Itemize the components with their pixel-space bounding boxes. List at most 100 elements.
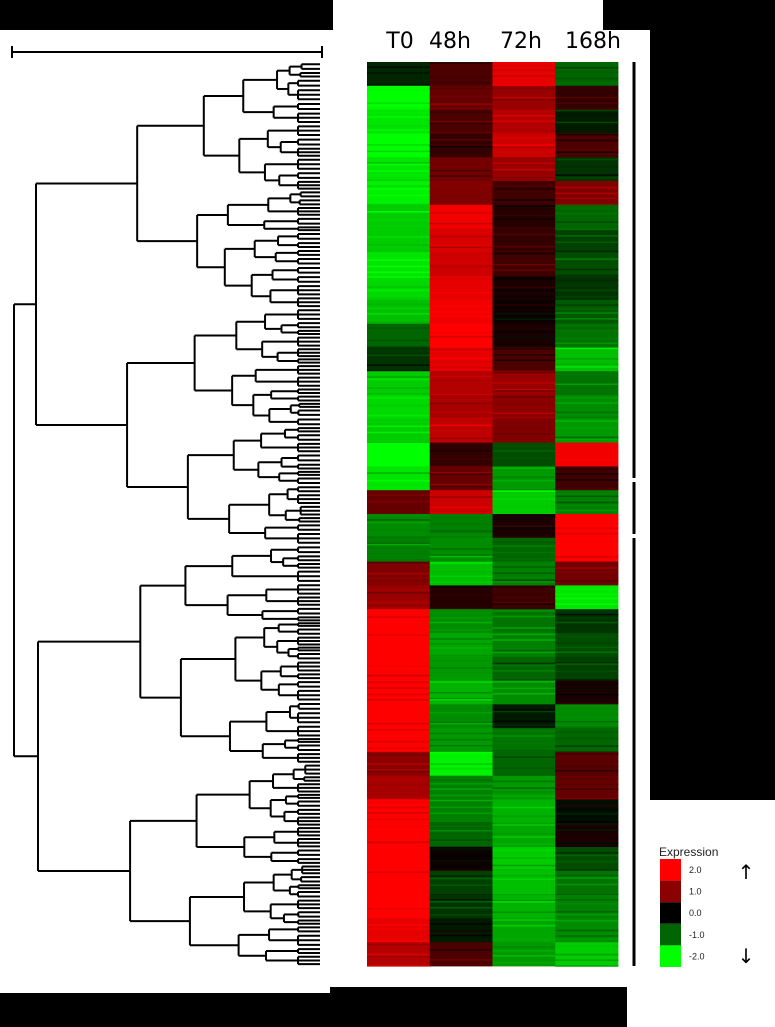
heatmap-stripe [492,312,556,315]
heatmap-stripe [492,75,556,77]
heatmap-stripe [492,195,556,198]
heatmap-stripe [492,123,556,126]
heatmap-stripe [429,144,493,147]
heatmap-stripe [492,724,556,726]
heatmap-cell [492,228,556,253]
heatmap-stripe [367,431,431,434]
heatmap-stripe [492,269,556,272]
heatmap-stripe [555,808,619,811]
heatmap-stripe [492,526,556,529]
heatmap-stripe [555,635,619,638]
heatmap-stripe [492,541,556,544]
heatmap-stripe [367,376,431,378]
heatmap-stripe [492,106,556,109]
heatmap-stripe [492,137,556,139]
heatmap-stripe [429,654,493,657]
heatmap-stripe [429,638,493,640]
heatmap-stripe [555,613,619,616]
heatmap-stripe [429,660,493,662]
heatmap-cell [555,680,619,705]
heatmap-stripe [367,721,431,723]
heatmap-stripe [429,427,493,429]
heatmap-cell [492,466,556,491]
heatmap-stripe [367,616,431,618]
heatmap-stripe [492,84,556,87]
heatmap-stripe [492,432,556,435]
heatmap-stripe [555,225,619,228]
heatmap-stripe [429,87,493,90]
heatmap-stripe [555,176,619,179]
heatmap-stripe [555,617,619,619]
heatmap-stripe [555,197,619,200]
heatmap-stripe [429,763,493,765]
heatmap-stripe [367,249,431,252]
heatmap-stripe [367,649,431,652]
heatmap-stripe [492,946,556,948]
heatmap-stripe [492,336,556,338]
heatmap-stripe [555,166,619,168]
heatmap-stripe [367,500,431,503]
heatmap-stripe [555,571,619,573]
heatmap-stripe [492,687,556,690]
heatmap-stripe [429,562,493,564]
heatmap-stripe [555,438,619,441]
heatmap-stripe [555,221,619,223]
heatmap-stripe [367,552,431,555]
heatmap-stripe [492,250,556,253]
heatmap-cell [367,514,431,539]
heatmap-cell [367,823,431,848]
heatmap-stripe [492,445,556,447]
heatmap-stripe [367,654,431,656]
heatmap-stripe [367,421,431,423]
heatmap-stripe [367,681,431,684]
heatmap-stripe [555,509,619,512]
heatmap-stripe [555,241,619,244]
heatmap-stripe [492,651,556,654]
heatmap-stripe [367,312,431,315]
heatmap-stripe [555,518,619,521]
heatmap-stripe [492,581,556,583]
heatmap-stripe [367,943,431,946]
legend-label: -1.0 [689,930,705,940]
heatmap-stripe [367,397,431,399]
heatmap-stripe [429,386,493,388]
heatmap-stripe [555,621,619,624]
heatmap-stripe [492,933,556,936]
heatmap-stripe [492,359,556,362]
heatmap-stripe [367,153,431,156]
heatmap-stripe [555,540,619,542]
heatmap-stripe [555,416,619,419]
heatmap-stripe [492,767,556,770]
heatmap-stripe [367,265,431,268]
heatmap-stripe [367,472,431,474]
heatmap-stripe [492,911,556,914]
heatmap-stripe [555,874,619,877]
heatmap-stripe [429,722,493,725]
heatmap-stripe [367,170,431,172]
heatmap-stripe [492,623,556,626]
heatmap-cell [492,894,556,919]
heatmap-stripe [367,739,431,741]
heatmap-cell [367,918,431,943]
heatmap-stripe [492,412,556,415]
heatmap-stripe [429,262,493,264]
heatmap-stripe [429,517,493,519]
heatmap-stripe [429,485,493,488]
heatmap-stripe [367,850,431,853]
heatmap-stripe [367,536,431,539]
heatmap-cell [492,204,556,229]
heatmap-stripe [492,857,556,859]
heatmap-stripe [492,919,556,921]
heatmap-stripe [555,445,619,447]
heatmap-cell [367,466,431,491]
heatmap-stripe [555,935,619,937]
heatmap-stripe [492,864,556,867]
heatmap-stripe [555,821,619,823]
heatmap-stripe [367,868,431,871]
heatmap-stripe [367,561,431,564]
heatmap-cell [492,751,556,777]
heatmap-stripe [429,111,493,114]
heatmap-stripe [429,611,493,614]
heatmap-stripe [555,823,619,825]
legend-swatch [660,945,681,967]
